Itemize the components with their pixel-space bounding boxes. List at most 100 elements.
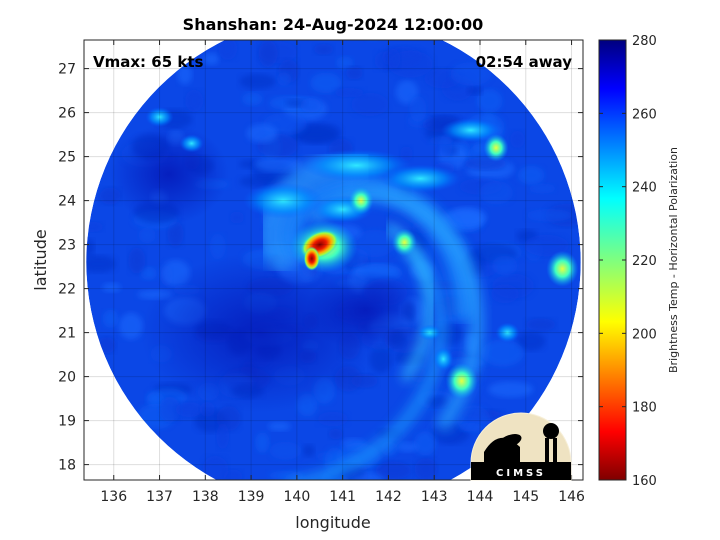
texture-blob	[458, 422, 483, 432]
texture-blob	[145, 392, 165, 408]
logo-tower	[545, 438, 549, 462]
x-tick-label: 145	[512, 489, 539, 505]
texture-blob	[310, 72, 342, 93]
x-tick-label: 146	[558, 489, 585, 505]
cyan-patch	[243, 182, 324, 219]
colorbar-tick-label: 260	[632, 107, 657, 122]
convective-cell	[546, 250, 579, 287]
texture-blob	[276, 72, 292, 86]
texture-blob	[516, 331, 546, 351]
texture-blob	[450, 62, 492, 86]
cyan-patch	[440, 118, 501, 143]
texture-blob	[239, 73, 276, 90]
colorbar-tick-label: 240	[632, 181, 657, 196]
eyewall-core-tail	[303, 246, 320, 271]
texture-blob	[177, 64, 193, 85]
dark-region-south	[305, 270, 426, 351]
convective-features	[108, 107, 579, 480]
texture-blob	[523, 234, 569, 257]
texture-blob	[102, 282, 122, 293]
texture-blob	[414, 458, 438, 480]
texture-blob	[488, 381, 534, 398]
texture-blob	[254, 156, 302, 172]
x-tick-label: 144	[467, 489, 494, 505]
logo-text: CIMSS	[496, 468, 546, 479]
texture-blob	[449, 207, 487, 227]
x-tick-label: 136	[100, 489, 127, 505]
colorbar-ramp	[598, 39, 627, 481]
texture-blob	[334, 87, 365, 98]
texture-blob	[395, 80, 419, 105]
y-tick-label: 21	[58, 326, 76, 342]
axes-frame	[83, 39, 584, 481]
texture-blob	[351, 92, 389, 117]
cyan-patch	[433, 347, 454, 371]
texture-blob	[175, 402, 203, 418]
y-tick-label: 22	[58, 282, 76, 298]
y-tick-label: 26	[58, 106, 76, 122]
x-tick-label: 138	[192, 489, 219, 505]
x-tick-label: 142	[375, 489, 402, 505]
colorbar-tick-label: 220	[632, 254, 657, 269]
texture-blob	[167, 220, 184, 247]
texture-blob	[302, 444, 315, 457]
chart-title: Shanshan: 24-Aug-2024 12:00:00	[183, 15, 484, 34]
colorbar-ticks: 160 180 200 220 240 260 280	[599, 34, 657, 489]
texture-blob	[492, 255, 518, 276]
x-axis-label: longitude	[295, 513, 370, 532]
texture-blob	[336, 56, 354, 70]
texture-blob	[199, 401, 215, 417]
texture-blob	[258, 40, 278, 68]
texture-blob	[86, 239, 95, 257]
cyan-patch	[380, 164, 461, 193]
texture-blob	[517, 165, 545, 185]
logo-dish	[498, 434, 522, 448]
cyan-patch	[417, 324, 442, 341]
texture-blob	[476, 89, 503, 113]
texture-blob	[158, 396, 181, 423]
texture-blob	[246, 123, 278, 143]
texture-blob	[203, 52, 220, 66]
texture-blob	[396, 442, 419, 453]
texture-blob	[86, 255, 117, 273]
texture-blob	[387, 48, 401, 70]
convective-cell	[445, 363, 478, 399]
y-axis-label: latitude	[31, 229, 50, 290]
x-tick-label: 137	[146, 489, 173, 505]
texture-blob	[426, 396, 449, 408]
y-tick-label: 18	[58, 458, 76, 474]
logo-band	[471, 462, 571, 480]
swath-layer	[86, 40, 581, 480]
cyan-patch	[145, 107, 174, 127]
texture-blob	[317, 411, 349, 427]
texture-blob	[300, 97, 321, 113]
convective-cell	[483, 134, 509, 162]
y-tick-label: 27	[58, 62, 76, 78]
logo-tower-2	[553, 438, 557, 462]
y-tick-label: 24	[58, 194, 76, 210]
colorbar: 160 180 200 220 240 260 280 Brightness Temp - …	[598, 34, 680, 489]
texture-blob	[269, 441, 302, 460]
texture-blob	[185, 89, 204, 112]
convective-cell	[348, 186, 374, 215]
texture-blob	[345, 66, 363, 80]
logo-tank	[543, 423, 559, 439]
texture-blob	[255, 432, 270, 453]
x-axis-ticks: 136 137 138 139 140 141 142 143 144 145 146	[100, 40, 585, 505]
texture-blob	[528, 183, 556, 194]
texture-blob	[481, 339, 524, 367]
y-tick-label: 25	[58, 150, 76, 166]
x-tick-label: 143	[421, 489, 448, 505]
texture-blob	[216, 423, 230, 450]
colorbar-tick-label: 280	[632, 34, 657, 49]
texture-blob	[353, 229, 396, 258]
texture-blob	[218, 40, 238, 61]
texture-blob	[241, 92, 263, 106]
texture-blob	[268, 421, 291, 431]
texture-blob	[128, 247, 146, 274]
texture-blob	[102, 309, 119, 328]
convective-cell	[392, 228, 417, 257]
colorbar-tick-label: 180	[632, 401, 657, 416]
texture-blob	[479, 180, 513, 205]
